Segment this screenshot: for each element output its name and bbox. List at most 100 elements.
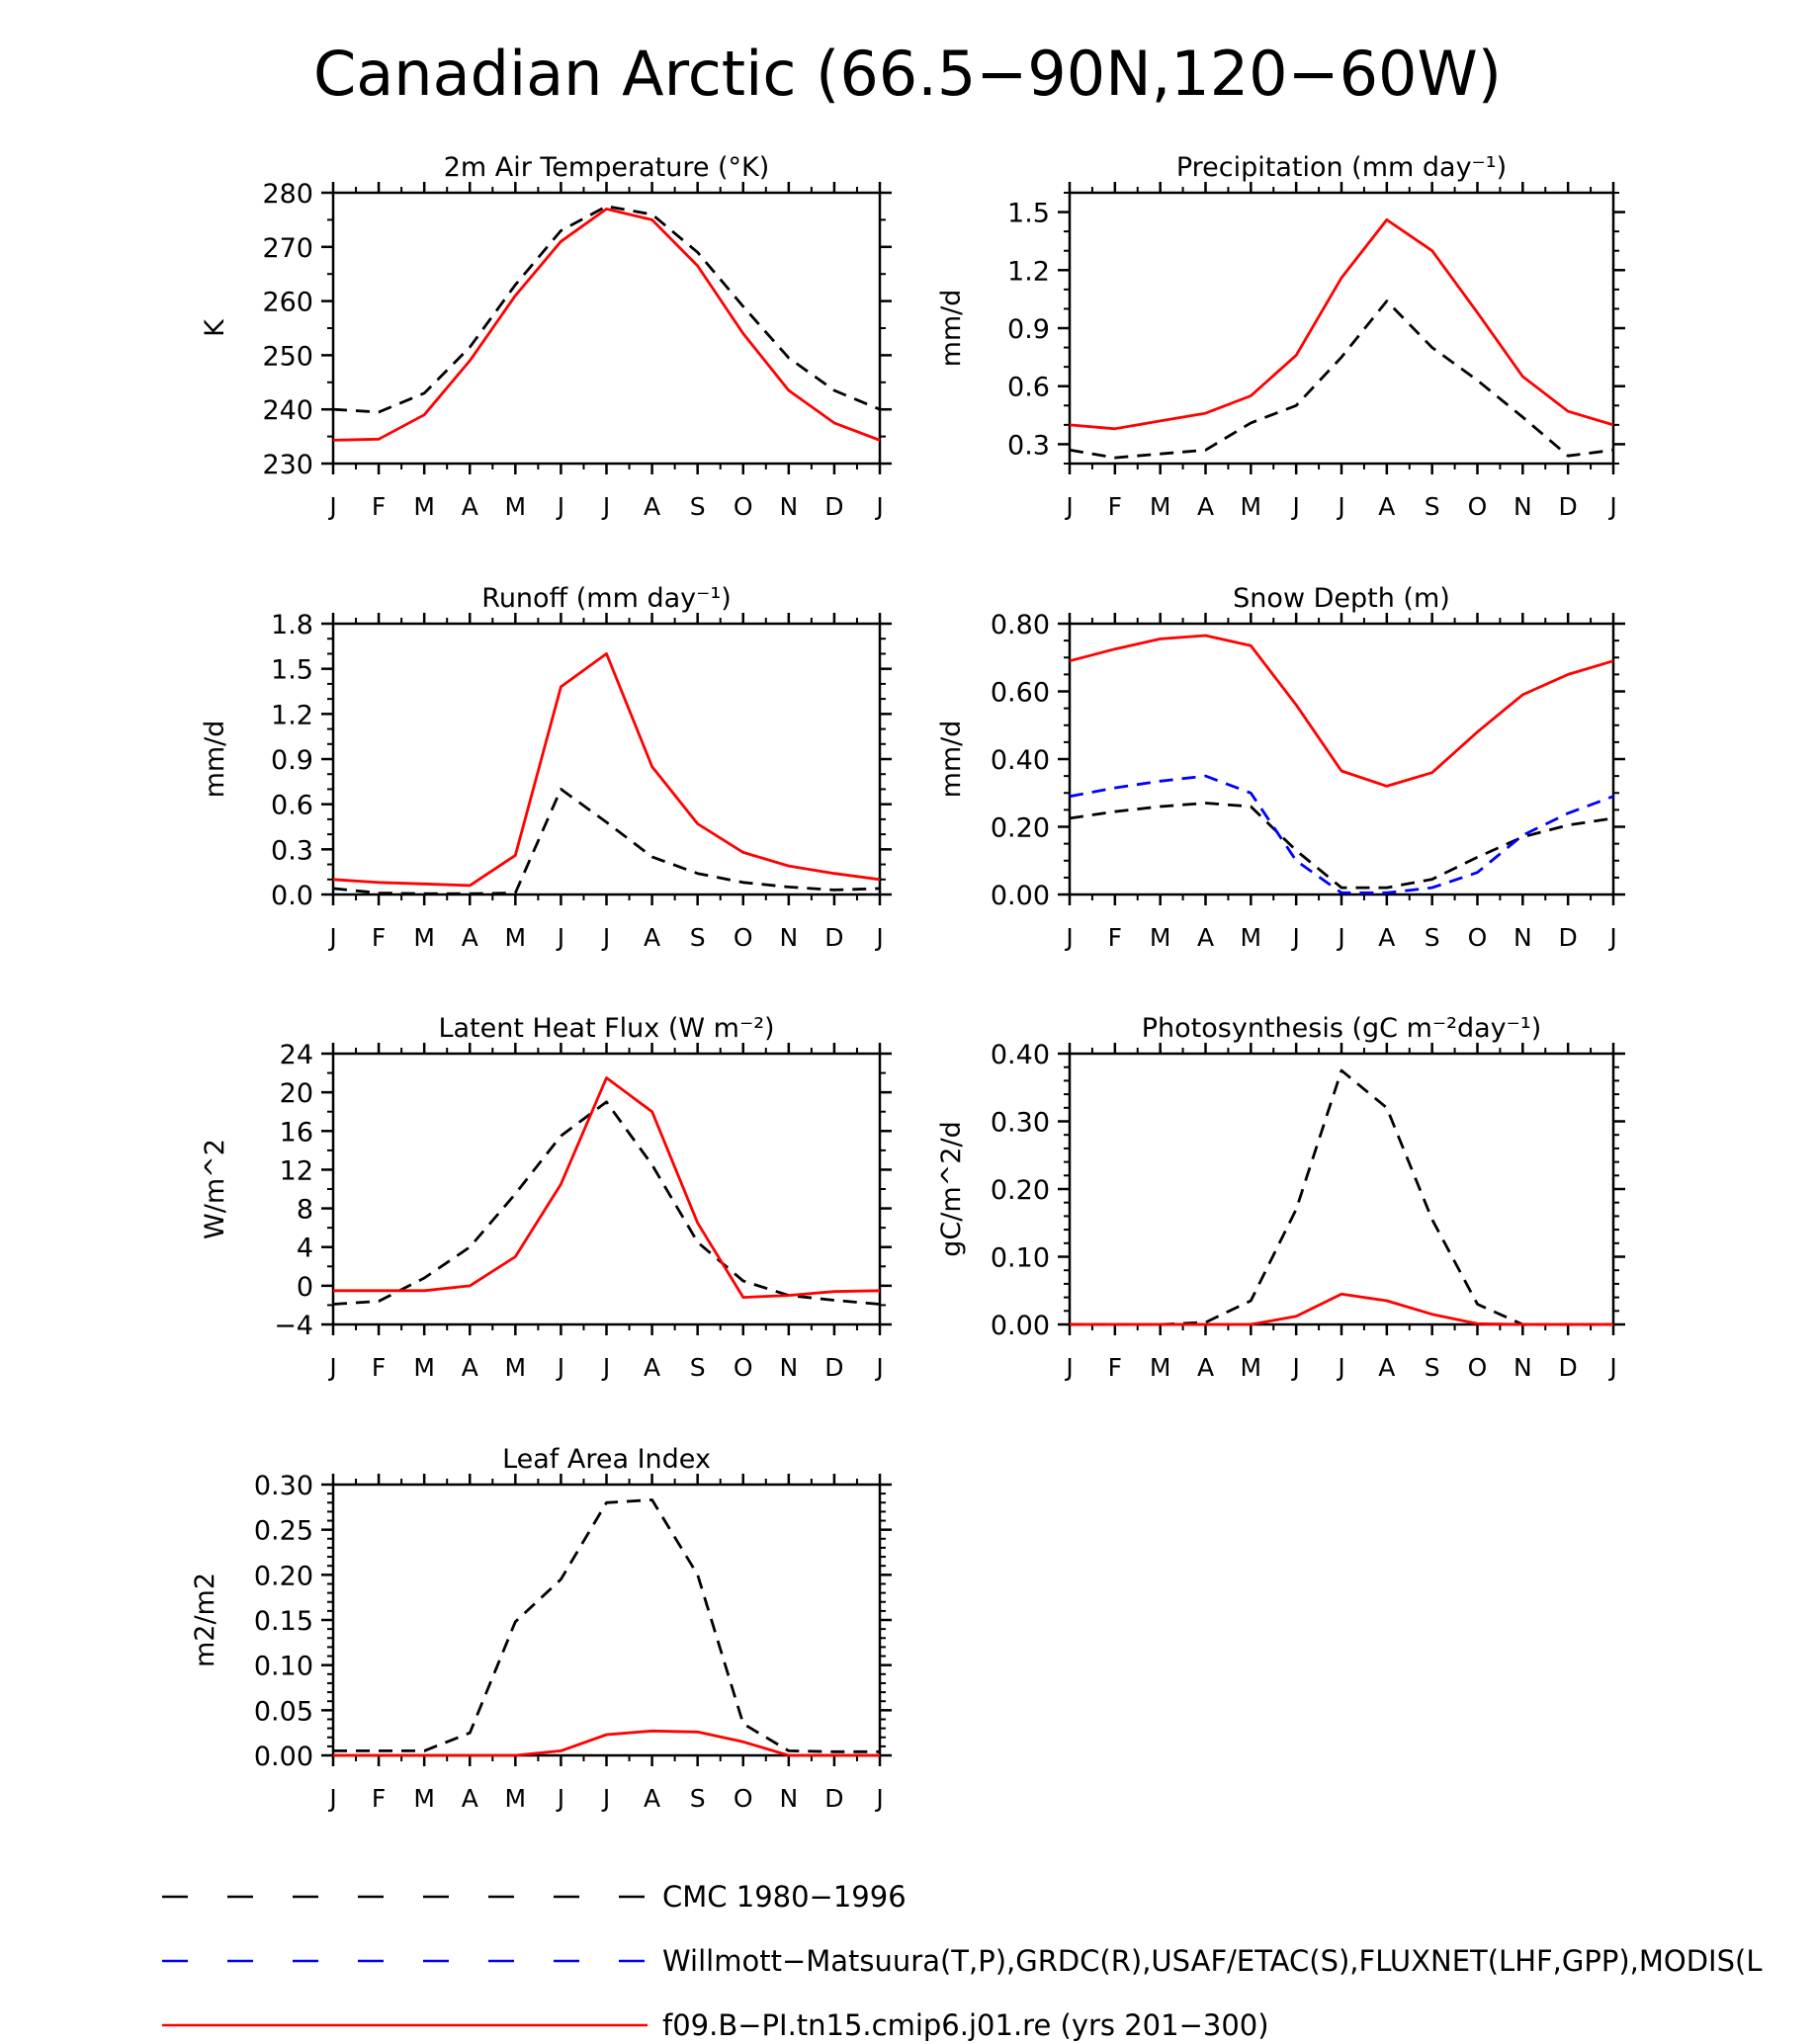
plot-frame [1068,622,1615,896]
y-tick-label: 1.2 [271,700,313,730]
x-tick-label: O [1468,923,1488,952]
panel-title: Latent Heat Flux (W m⁻²) [438,1013,774,1044]
x-tick-label: J [1336,1353,1344,1382]
x-tick-label: J [601,1353,610,1382]
y-tick-label: 0.00 [254,1742,313,1772]
y-tick-label: 0.25 [254,1516,313,1547]
series-line-obs [333,1498,880,1753]
x-tick-label: A [1378,923,1395,952]
y-axis-label: gC/m^2/d [936,1121,967,1256]
x-tick-label: J [1064,492,1073,521]
plot-frame [331,1052,882,1326]
x-tick-label: M [1150,1353,1171,1382]
x-tick-label: A [1378,492,1395,521]
y-tick-label: 0.30 [254,1471,313,1501]
x-tick-label: O [1468,492,1488,521]
x-tick-label: N [779,1784,798,1813]
x-tick-label: J [556,1784,564,1813]
series-line-obs [332,788,881,895]
plot-frame [331,1483,882,1757]
x-tick-label: F [372,492,386,521]
x-tick-label: A [644,492,660,521]
x-tick-label: J [1290,1353,1299,1382]
y-tick-label: 1.5 [271,655,313,686]
x-tick-label: D [824,1784,843,1813]
x-tick-label: S [1425,923,1440,952]
y-tick-label: 0.15 [254,1606,313,1637]
panel-2: J F M A M J J A S O N D J0.30.60.91.21.5Precipitatio… [936,152,1625,521]
series-line-model [333,1729,880,1757]
x-tick-label: A [462,492,478,521]
y-tick-label: 0.10 [254,1652,313,1682]
x-tick-label: A [644,923,660,952]
series-line-model [333,1076,881,1299]
x-tick-label: J [1336,492,1344,521]
x-tick-label: S [690,1784,706,1813]
series-line-obs [1070,1068,1613,1326]
figure-title: Canadian Arctic (66.5−90N,120−60W) [313,38,1502,110]
x-tick-label: J [556,1353,564,1382]
series-line-model [1070,1292,1613,1326]
legend-label-3: f09.B−PI.tn15.cmip6.j01.re (yrs 201−300) [662,2008,1269,2042]
x-tick-label: J [327,1353,336,1382]
panel-title: Runoff (mm day⁻¹) [481,583,731,614]
y-tick-label: 12 [280,1155,313,1186]
x-tick-label: F [1108,1353,1122,1382]
x-tick-label: J [1336,923,1344,952]
x-tick-label: J [1064,923,1073,952]
x-tick-label: M [1241,492,1262,521]
x-tick-label: M [1241,923,1262,952]
y-axis-label: m2/m2 [190,1573,220,1667]
y-tick-label: 0.20 [991,813,1050,844]
x-tick-label: A [462,1784,478,1813]
x-tick-label: O [1468,1353,1488,1382]
y-axis-label: K [200,318,230,337]
y-tick-label: 270 [262,233,313,264]
x-tick-label: M [413,1353,435,1382]
x-tick-label: D [1559,923,1578,952]
x-tick-label: J [1064,1353,1073,1382]
panel-6: J F M A M J J A S O N D J0.000.100.200.300.40Photosy… [936,1013,1625,1382]
x-tick-label: S [690,492,706,521]
y-axis-label: mm/d [936,721,967,799]
panel-title: Snow Depth (m) [1233,583,1450,614]
y-tick-label: 0.30 [991,1108,1050,1139]
y-tick-label: 0.20 [254,1561,313,1591]
x-tick-label: A [644,1353,660,1382]
x-tick-label: F [372,923,386,952]
x-tick-label: D [1559,492,1578,521]
x-tick-label: S [690,1353,706,1382]
x-tick-label: O [734,1353,753,1382]
y-tick-label: 0.6 [1007,373,1050,403]
y-tick-label: 0.40 [991,745,1050,776]
y-tick-label: 1.5 [1007,199,1050,229]
x-tick-label: F [372,1784,386,1813]
x-tick-label: O [734,1784,753,1813]
x-tick-label: A [1197,923,1214,952]
x-tick-label: A [462,923,478,952]
x-tick-label: M [505,1353,527,1382]
y-tick-label: 0.6 [271,791,313,821]
x-tick-label: J [601,923,610,952]
x-tick-label: N [1513,1353,1532,1382]
plot-frame [331,191,882,466]
x-tick-label: O [734,923,753,952]
x-tick-label: M [505,492,527,521]
y-tick-label: 0.10 [991,1243,1050,1274]
x-tick-label: N [779,923,798,952]
x-tick-label: J [1290,923,1299,952]
series-line-model [1069,217,1614,431]
y-tick-label: 0.9 [271,745,313,776]
y-tick-label: 8 [297,1195,313,1226]
legend-label-1: CMC 1980−1996 [662,1880,907,1914]
x-tick-label: J [556,923,564,952]
x-tick-label: M [505,923,527,952]
x-tick-label: D [824,1353,843,1382]
x-tick-label: M [1150,923,1171,952]
y-tick-label: 230 [262,450,313,480]
x-tick-label: D [824,923,843,952]
y-tick-label: 0.3 [1007,430,1050,461]
y-axis-label: mm/d [936,290,967,368]
x-tick-label: J [1607,923,1616,952]
